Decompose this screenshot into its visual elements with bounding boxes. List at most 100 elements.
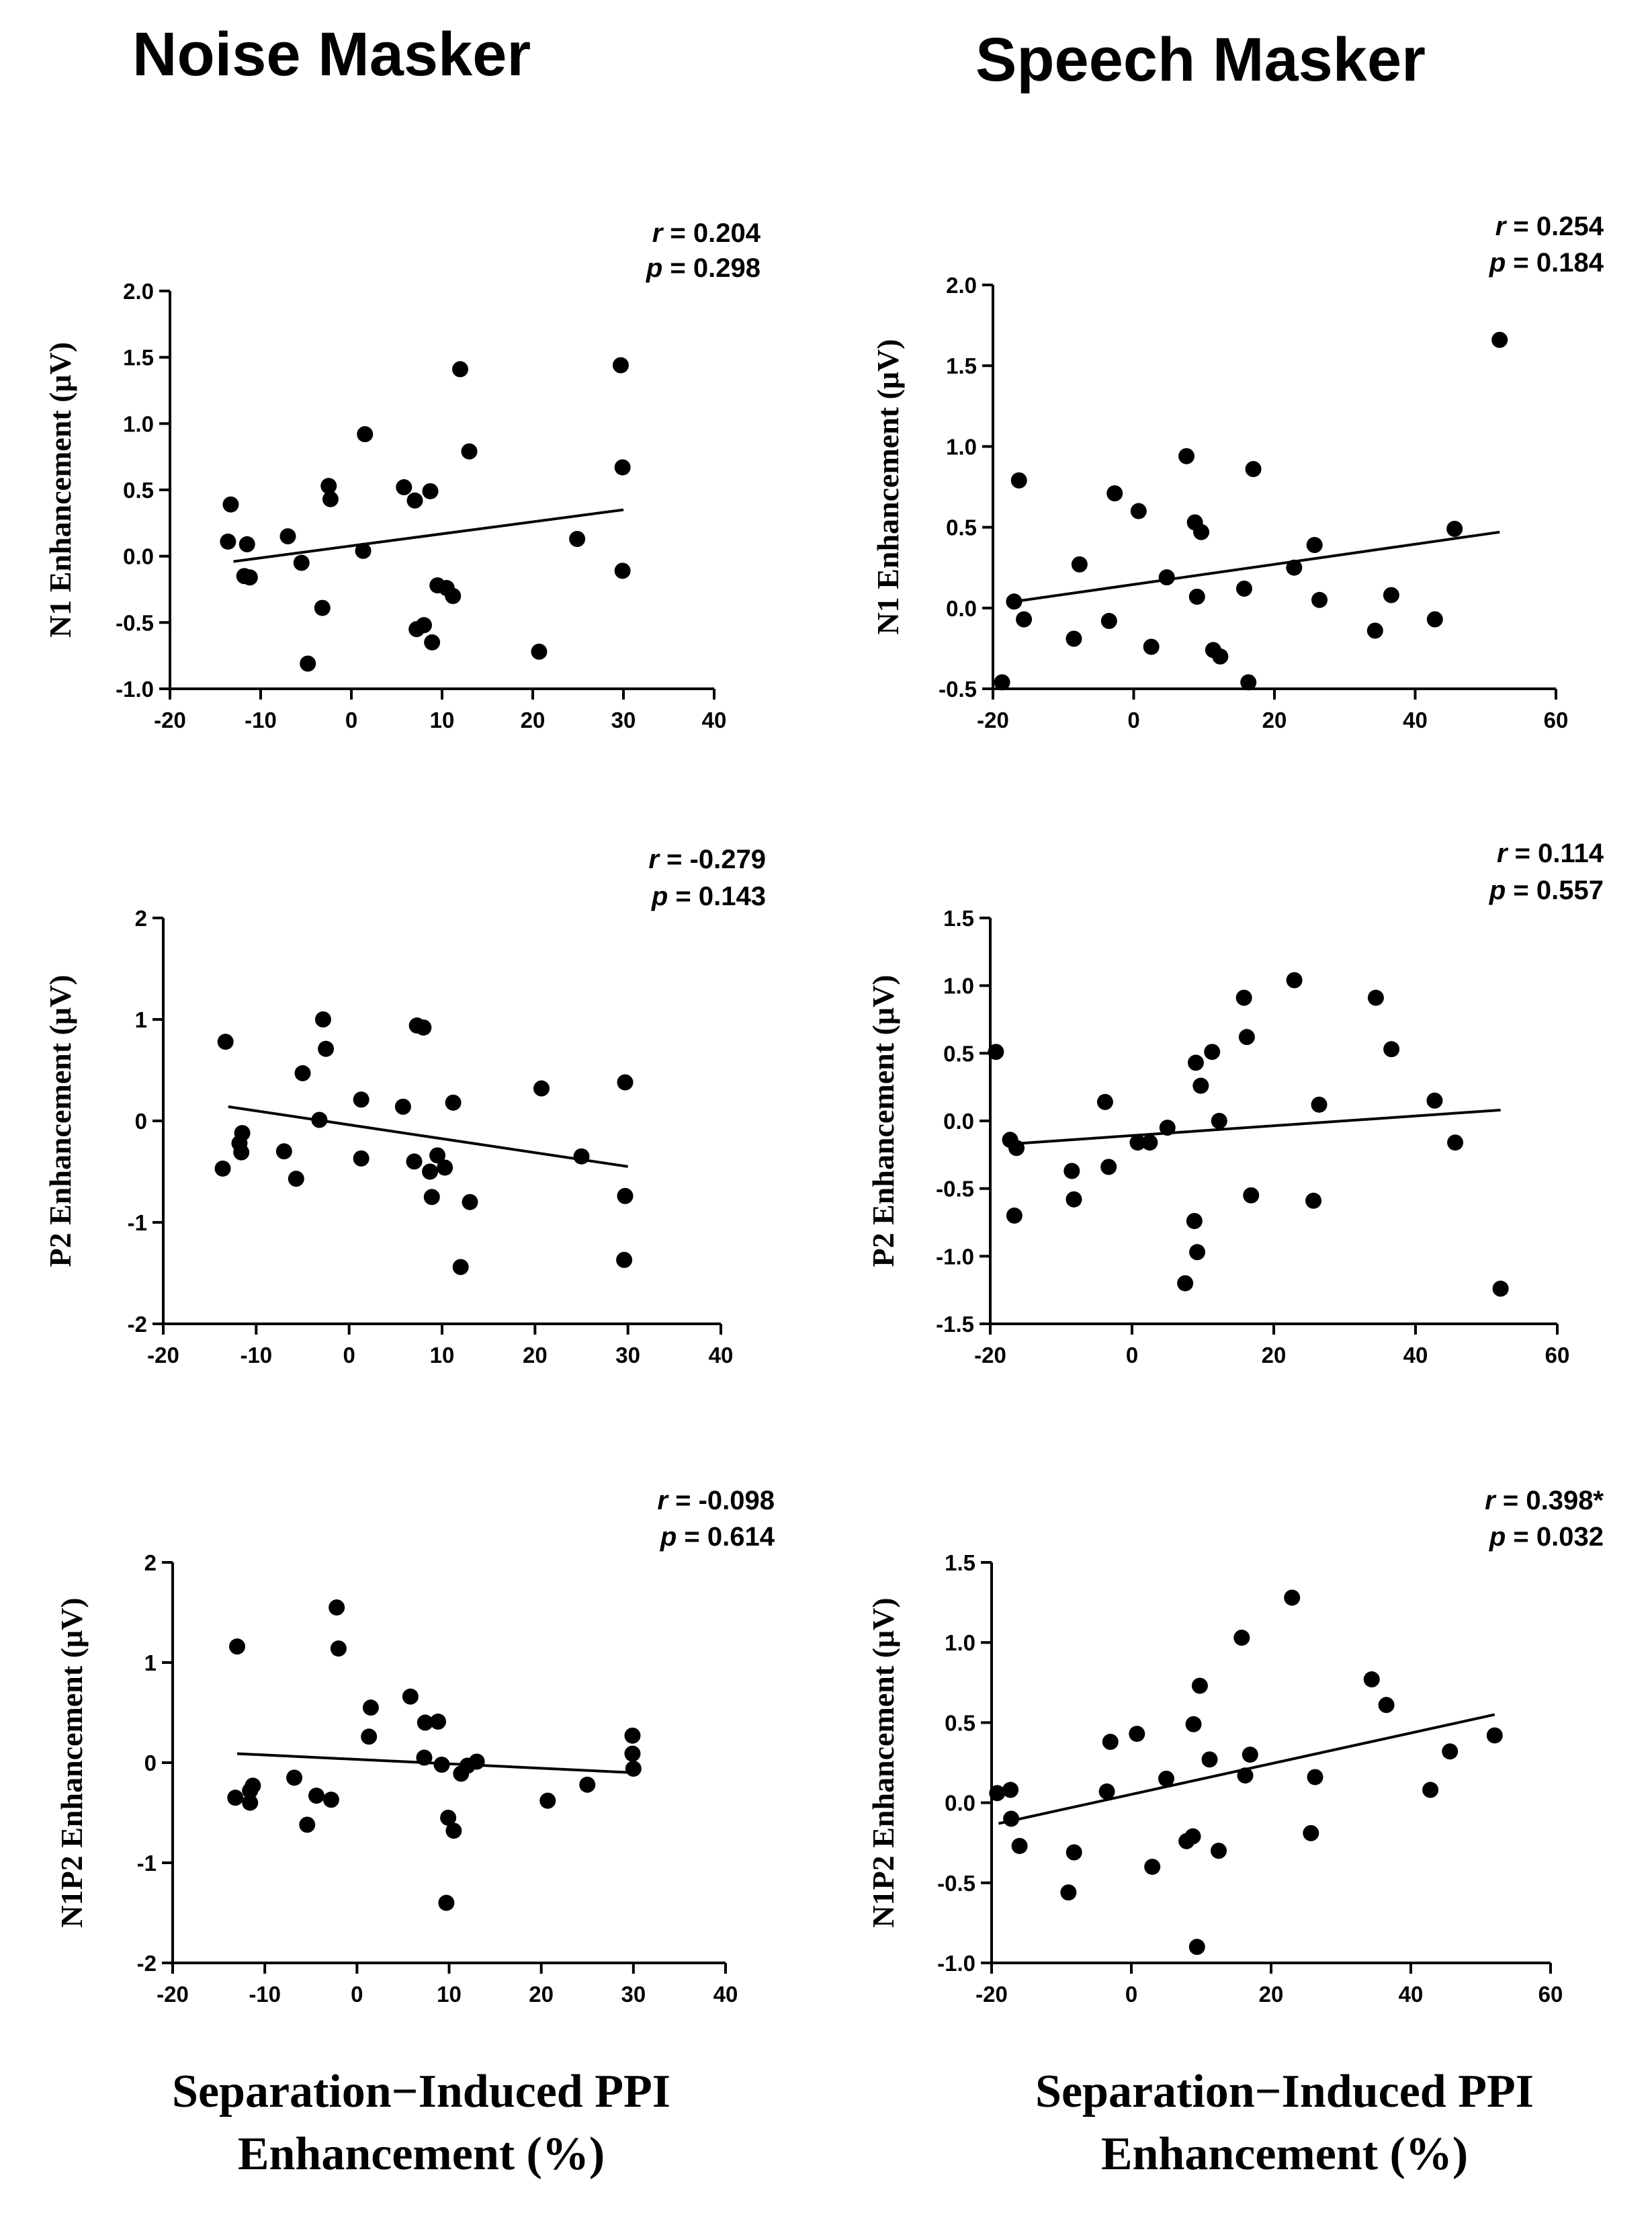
data-point [989, 1785, 1006, 1802]
x-tick-label: 40 [1399, 1982, 1424, 2007]
data-point [1060, 1884, 1077, 1901]
data-point [1303, 1824, 1319, 1841]
y-tick-label: 1.5 [943, 906, 974, 931]
data-point [353, 1091, 369, 1108]
y-tick-label: 1.5 [945, 1550, 975, 1575]
data-point [1106, 485, 1123, 502]
r-value: r = -0.098 [657, 1486, 775, 1515]
r-value: r = 0.398* [1485, 1486, 1604, 1515]
data-point [1066, 630, 1082, 647]
data-point [1422, 1781, 1439, 1798]
data-point [1158, 1770, 1174, 1787]
r-symbol: r [1497, 839, 1509, 868]
p-value: p = 0.143 [651, 882, 766, 911]
data-point [1187, 1054, 1204, 1071]
data-point [220, 533, 236, 550]
data-point [1178, 448, 1195, 464]
data-point [417, 1714, 433, 1731]
x-tick-label: 40 [702, 708, 727, 732]
y-tick-label: -1 [137, 1851, 157, 1876]
data-point [614, 562, 631, 579]
data-point [394, 1098, 411, 1115]
data-point [1211, 1843, 1227, 1859]
data-point [1191, 1677, 1208, 1694]
data-point [1010, 472, 1027, 489]
data-point [222, 496, 239, 513]
p-symbol: p [651, 882, 668, 911]
data-point [217, 1034, 234, 1050]
p-symbol: p [1489, 248, 1506, 278]
x-tick-label: 20 [1262, 708, 1287, 732]
y-tick-label: 1.0 [123, 411, 154, 436]
data-point [1002, 1781, 1019, 1798]
data-point [625, 1760, 642, 1777]
x-tick-label: 30 [621, 1982, 646, 2007]
y-tick-label: 1.5 [946, 353, 977, 378]
x-tick-label: 20 [1262, 1343, 1287, 1368]
data-point [406, 492, 423, 509]
data-point [242, 1782, 259, 1799]
y-tick-label: -1.5 [936, 1312, 974, 1337]
data-point [1311, 591, 1328, 608]
y-tick-label: 0 [135, 1109, 147, 1134]
y-tick-label: -1 [128, 1210, 147, 1235]
x-tick-label: -20 [975, 1982, 1008, 2007]
p-symbol: p [1489, 1522, 1506, 1552]
x-tick-label: -20 [974, 1343, 1006, 1368]
data-point [1367, 989, 1384, 1006]
data-point [438, 1894, 455, 1911]
x-tick-label: 0 [351, 1982, 363, 2007]
data-point [300, 655, 316, 672]
data-point [1426, 1092, 1443, 1109]
y-tick-label: -2 [137, 1951, 157, 1976]
data-point [1100, 1159, 1117, 1175]
data-point [452, 1259, 469, 1275]
data-point [1100, 613, 1117, 630]
data-point [361, 1728, 378, 1745]
data-point [1238, 1029, 1255, 1046]
regression-line [228, 1105, 628, 1168]
r-number: = 0.204 [662, 218, 760, 248]
y-tick-label: 1.0 [945, 1630, 975, 1655]
data-point [440, 1809, 457, 1826]
data-point [1366, 622, 1383, 639]
x-tick-label: 40 [1403, 1343, 1428, 1368]
data-point [1212, 648, 1229, 665]
data-point [1144, 1858, 1161, 1875]
x-axis-title-noise-line1: Separation−Induced PPI [172, 2066, 670, 2117]
x-axis-title-noise-line2: Enhancement (%) [238, 2128, 605, 2180]
data-point [1066, 1191, 1082, 1208]
y-tick-label: -1.0 [937, 1951, 975, 1976]
y-axis-title: N1 Enhancement (μV) [871, 339, 905, 634]
data-point [994, 674, 1010, 691]
data-point [616, 1251, 633, 1268]
data-point [396, 479, 412, 496]
p-value: p = 0.032 [1489, 1522, 1604, 1552]
data-point [1188, 588, 1205, 605]
data-point [1243, 1187, 1260, 1204]
data-point [308, 1788, 324, 1804]
y-tick-label: 2.0 [123, 279, 154, 304]
data-point [1305, 1192, 1322, 1209]
data-point [1186, 1212, 1203, 1229]
panel-speech-p2: 1.5 1.0 0.5 0.0 -0.5 -1.0 -1.5-20 0 20 40 60 P2 Enh… [866, 839, 1604, 1368]
y-tick-label: 0.0 [945, 1791, 975, 1816]
p-number: = 0.557 [1506, 876, 1604, 905]
p-symbol: p [1489, 876, 1506, 905]
r-number: = -0.098 [668, 1486, 775, 1515]
data-point [1237, 1767, 1254, 1784]
data-point [462, 1193, 478, 1210]
data-point [1066, 1844, 1082, 1861]
data-point [1016, 611, 1033, 628]
data-point [233, 1144, 250, 1161]
data-point [1189, 1244, 1206, 1261]
data-point [1235, 580, 1252, 597]
r-number: = 0.254 [1506, 212, 1604, 241]
data-point [293, 554, 310, 571]
data-point [1143, 638, 1160, 655]
x-tick-label: 0 [1125, 1982, 1137, 2007]
regression-line [1014, 530, 1500, 603]
x-tick-label: 0 [1126, 1343, 1138, 1368]
